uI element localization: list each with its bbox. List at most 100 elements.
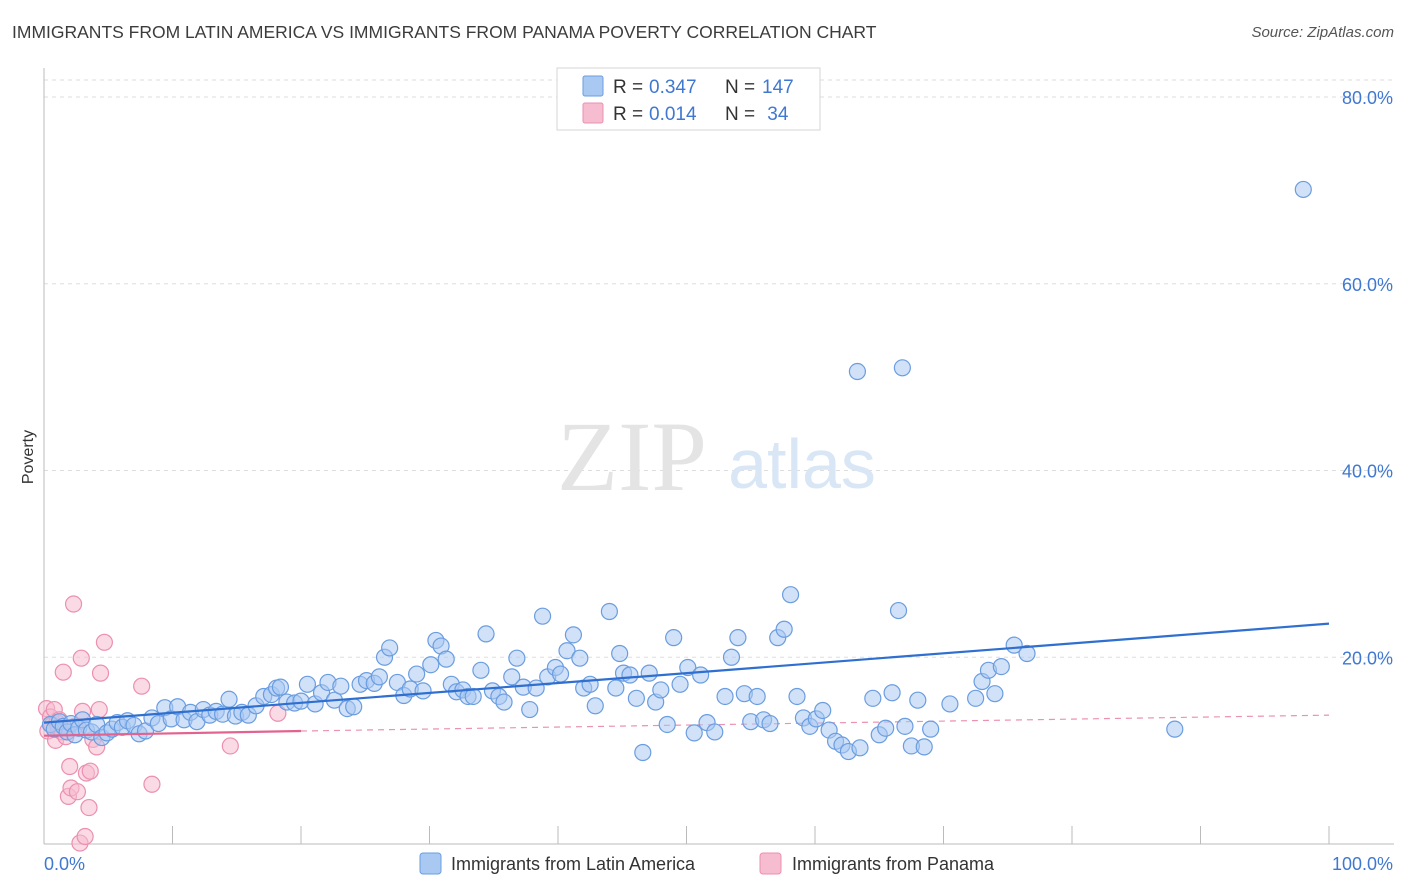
data-point-panama <box>64 595 83 613</box>
data-point-latin-america <box>408 665 426 683</box>
data-point-latin-america <box>508 649 526 667</box>
data-point-latin-america <box>864 689 882 707</box>
data-point-latin-america <box>292 692 310 710</box>
data-point-latin-america <box>685 724 703 742</box>
data-point-latin-america <box>370 668 388 686</box>
data-point-latin-america <box>967 689 985 707</box>
data-point-latin-america <box>503 668 521 686</box>
data-point-latin-america <box>992 657 1010 676</box>
data-point-latin-america <box>551 665 570 683</box>
data-point-panama <box>68 783 87 801</box>
data-point-latin-america <box>564 626 583 644</box>
series-swatch-panama <box>759 852 782 875</box>
legend-n-label: N = <box>725 77 755 98</box>
data-point-latin-america <box>381 639 399 657</box>
watermark-zip: ZIP <box>557 401 707 512</box>
data-point-latin-america <box>716 687 734 706</box>
y-tick-label: 20.0% <box>1342 648 1393 668</box>
data-point-latin-america <box>877 719 895 737</box>
data-point-latin-america <box>437 650 455 668</box>
data-point-latin-america <box>634 743 652 762</box>
watermark: ZIP atlas <box>557 401 876 512</box>
data-point-latin-america <box>671 675 689 693</box>
data-points <box>37 180 1312 852</box>
data-point-latin-america <box>571 649 589 667</box>
legend-swatch-pink <box>582 102 604 124</box>
data-point-latin-america <box>477 625 495 643</box>
data-point-latin-america <box>748 687 766 706</box>
data-point-panama <box>133 677 151 695</box>
x-tick-label: 100.0% <box>1332 854 1393 874</box>
data-point-latin-america <box>472 661 490 679</box>
trend-line-panama <box>43 729 302 737</box>
tick-labels: 20.0% 40.0% 60.0% 80.0% 0.0% 100.0% <box>44 88 1393 874</box>
data-point-latin-america <box>722 648 741 666</box>
y-tick-label: 80.0% <box>1342 88 1393 108</box>
data-point-latin-america <box>692 666 710 684</box>
data-point-latin-america <box>533 607 552 625</box>
data-point-latin-america <box>611 644 629 663</box>
data-point-latin-america <box>345 698 363 716</box>
y-tick-label: 60.0% <box>1342 275 1393 295</box>
data-point-latin-america <box>893 359 911 377</box>
x-tick-label: 0.0% <box>44 854 85 874</box>
legend-n-value: 147 <box>762 77 794 98</box>
data-point-latin-america <box>788 687 806 706</box>
data-point-latin-america <box>814 701 832 720</box>
data-point-panama <box>76 827 94 846</box>
trend-line-latin-america <box>43 622 1330 724</box>
data-point-latin-america <box>332 677 350 695</box>
series-legend: Immigrants from Latin America Immigrants… <box>419 852 995 875</box>
data-point-latin-america <box>665 629 683 647</box>
series-label-latin-america: Immigrants from Latin America <box>451 854 696 874</box>
y-tick-label: 40.0% <box>1342 462 1393 482</box>
data-point-panama <box>91 664 110 682</box>
data-point-latin-america <box>521 700 539 719</box>
trend-lines <box>43 622 1330 737</box>
data-point-latin-america <box>422 656 440 674</box>
data-point-panama <box>81 762 99 780</box>
data-point-latin-america <box>271 678 290 696</box>
source-label: Source: ZipAtlas.com <box>1251 24 1394 41</box>
data-point-latin-america <box>883 684 901 702</box>
data-point-latin-america <box>706 723 724 741</box>
data-point-latin-america <box>600 602 619 621</box>
legend-swatch-blue <box>582 75 604 97</box>
legend-r-label: R = <box>613 104 643 125</box>
data-point-panama <box>90 700 108 719</box>
data-point-latin-america <box>414 682 432 700</box>
axes <box>43 68 1394 845</box>
data-point-latin-america <box>652 681 670 699</box>
data-point-latin-america <box>621 666 639 684</box>
data-point-latin-america <box>558 642 576 660</box>
series-swatch-latin-america <box>419 852 442 875</box>
data-point-latin-america <box>298 675 317 693</box>
data-point-latin-america <box>581 675 599 693</box>
grid-lines <box>44 79 1394 658</box>
data-point-latin-america <box>761 714 779 733</box>
data-point-latin-america <box>607 679 625 697</box>
data-point-latin-america <box>851 739 869 757</box>
data-point-panama <box>143 775 161 793</box>
legend: R = 0.347 N = 147 R = 0.014 N = 34 <box>556 67 821 131</box>
data-point-latin-america <box>922 720 940 738</box>
legend-r-value: 0.347 <box>649 77 697 98</box>
y-axis-label: Poverty <box>20 430 37 484</box>
data-point-latin-america <box>640 664 658 682</box>
data-point-latin-america <box>1166 720 1184 738</box>
data-point-latin-america <box>1294 180 1312 199</box>
data-point-latin-america <box>909 691 927 709</box>
legend-n-value: 34 <box>762 104 789 125</box>
watermark-atlas: atlas <box>728 425 876 503</box>
data-point-latin-america <box>896 717 914 735</box>
data-point-panama <box>54 663 72 681</box>
data-point-latin-america <box>586 697 604 715</box>
data-point-panama <box>61 757 79 776</box>
data-point-latin-america <box>495 693 513 711</box>
series-label-panama: Immigrants from Panama <box>792 854 995 874</box>
data-point-latin-america <box>915 738 933 756</box>
data-point-latin-america <box>220 690 238 708</box>
data-point-panama <box>221 737 239 755</box>
data-point-latin-america <box>1018 644 1036 663</box>
data-point-latin-america <box>627 689 645 707</box>
